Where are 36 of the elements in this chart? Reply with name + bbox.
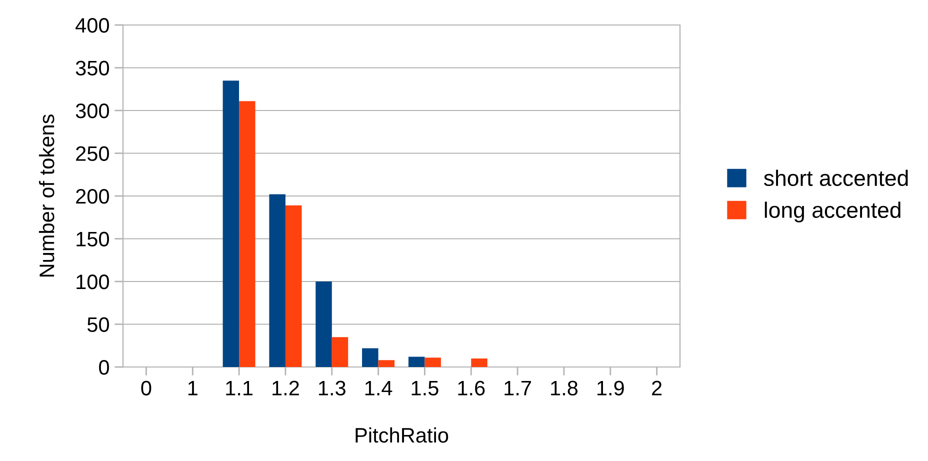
x-tick-label: 1.4: [365, 380, 392, 396]
x-tick-label: 0: [141, 380, 152, 396]
x-tick-label: 1.1: [226, 380, 253, 396]
y-tick-label: 150: [76, 232, 109, 247]
x-axis-title: PitchRatio: [356, 427, 448, 443]
bar: [378, 360, 395, 367]
y-tick-label: 0: [99, 360, 109, 375]
bar: [424, 358, 441, 367]
bar: [269, 194, 286, 367]
y-axis-title: Number of tokens: [38, 114, 54, 276]
y-tick-label: 350: [76, 60, 109, 76]
bar: [471, 358, 488, 367]
x-tick-label: 1.8: [551, 380, 578, 396]
bar: [408, 356, 425, 367]
x-tick-label: 1: [188, 380, 198, 396]
x-tick-label: 2: [652, 380, 662, 396]
y-tick-label: 300: [76, 104, 109, 118]
x-tick-label: 1.9: [597, 380, 624, 396]
x-tick-label: 1.7: [504, 380, 531, 396]
bar: [239, 101, 256, 367]
bar: [285, 205, 302, 367]
y-tick-label: 50: [87, 317, 109, 332]
y-tick-label: 400: [76, 18, 109, 33]
x-tick-label: 1.5: [412, 380, 438, 396]
y-tick-label: 200: [76, 189, 109, 204]
y-tick-label: 250: [76, 146, 109, 162]
y-tick-label: 100: [76, 274, 109, 290]
legend-label: long accented: [764, 202, 900, 222]
bar: [362, 348, 378, 367]
x-tick-label: 1.3: [318, 380, 346, 396]
legend-label: short accented: [764, 170, 908, 186]
bar: [332, 337, 348, 367]
bar: [316, 282, 332, 367]
x-tick-label: 1.6: [458, 380, 485, 396]
x-tick-label: 1.2: [272, 380, 299, 396]
bar: [222, 80, 240, 367]
